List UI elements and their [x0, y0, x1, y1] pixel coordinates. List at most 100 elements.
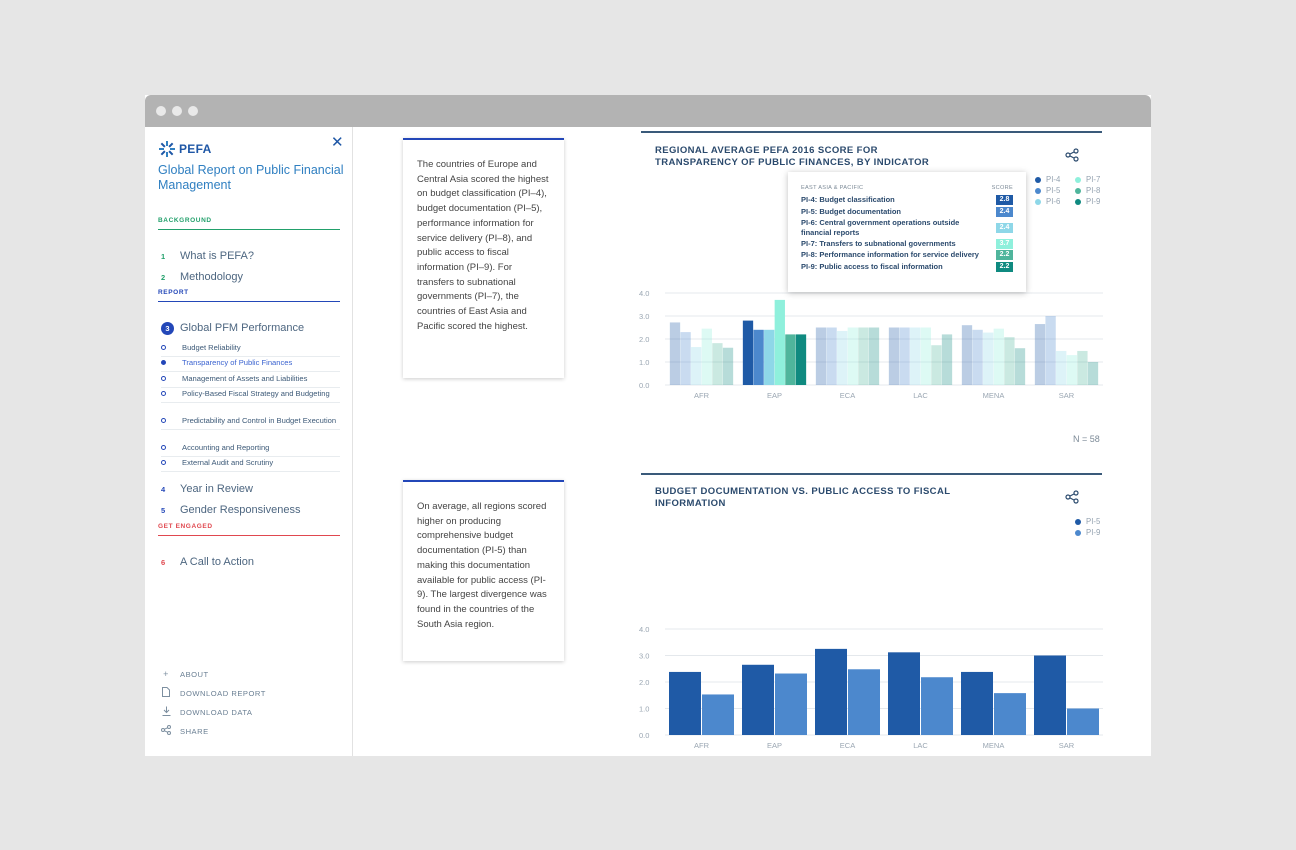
- chart-bar: [1045, 316, 1056, 385]
- legend-dot-icon: [1075, 176, 1081, 183]
- chart-bar: [702, 694, 734, 735]
- y-tick-label: 0.0: [639, 381, 649, 390]
- share-link[interactable]: SHARE: [161, 725, 209, 737]
- legend-item[interactable]: PI-6: [1035, 197, 1060, 206]
- nav-label: What is PEFA?: [180, 250, 254, 262]
- chart-bar: [941, 334, 953, 385]
- subnav-item-transparency[interactable]: Transparency of Public Finances: [161, 358, 340, 372]
- chart-2-share-icon[interactable]: [1065, 490, 1079, 504]
- x-tick-label: LAC: [913, 741, 928, 750]
- x-tick-label: EAP: [767, 391, 782, 400]
- chart-bar: [961, 325, 973, 385]
- chart-bar: [1014, 348, 1026, 385]
- chart-bar: [858, 327, 869, 385]
- legend-item[interactable]: PI-5: [1035, 186, 1060, 195]
- chart-bar: [722, 347, 734, 385]
- tooltip-row-score: 2.2: [996, 261, 1013, 272]
- pefa-logo[interactable]: PEFA: [159, 141, 212, 157]
- chart-bar: [753, 329, 764, 385]
- footer-label: DOWNLOAD REPORT: [180, 688, 266, 698]
- tooltip-row-score: 2.4: [996, 206, 1013, 217]
- legend-item[interactable]: PI-7: [1075, 175, 1100, 184]
- nav-item-what-is-pefa[interactable]: 1 What is PEFA?: [161, 248, 341, 264]
- logo-text: PEFA: [179, 142, 212, 156]
- chart-bar: [1034, 655, 1066, 735]
- nav-label: Gender Responsiveness: [180, 504, 301, 516]
- y-tick-label: 2.0: [639, 335, 649, 344]
- download-report-link[interactable]: DOWNLOAD REPORT: [161, 687, 266, 699]
- subnav-item-assets-liabilities[interactable]: Management of Assets and Liabilities: [161, 374, 340, 388]
- nav-item-call-to-action[interactable]: 6 A Call to Action: [161, 554, 341, 570]
- nav-item-global-pfm-performance[interactable]: 3 Global PFM Performance: [161, 320, 341, 336]
- report-title: Global Report on Public Financial Manage…: [158, 163, 344, 192]
- subnav-label: Predictability and Control in Budget Exe…: [182, 416, 337, 425]
- legend-item[interactable]: PI-5: [1075, 517, 1100, 526]
- chart-1-share-icon[interactable]: [1065, 148, 1079, 162]
- window-dot-icon[interactable]: [172, 106, 182, 116]
- x-tick-label: AFR: [694, 391, 710, 400]
- nav-label: A Call to Action: [180, 556, 254, 568]
- subnav-item-budget-execution[interactable]: Predictability and Control in Budget Exe…: [161, 416, 340, 430]
- bullet-icon: [161, 418, 166, 423]
- subnav-item-fiscal-strategy[interactable]: Policy-Based Fiscal Strategy and Budgeti…: [161, 389, 340, 403]
- nav-item-gender-responsiveness[interactable]: 5 Gender Responsiveness: [161, 502, 341, 518]
- chart-1-title: REGIONAL AVERAGE PEFA 2016 SCORE FOR TRA…: [655, 145, 930, 168]
- subnav-label: Management of Assets and Liabilities: [182, 374, 308, 383]
- tooltip-row-score: 2.8: [996, 195, 1013, 205]
- chart-bar: [669, 671, 701, 735]
- section-label-background: BACKGROUND: [158, 217, 340, 230]
- tooltip-row: PI-4: Budget classification 2.8: [801, 195, 1013, 205]
- chart-bar: [1067, 708, 1099, 735]
- legend-label: PI-5: [1086, 517, 1101, 526]
- legend-item[interactable]: PI-8: [1075, 186, 1100, 195]
- tooltip-row-score: 3.7: [996, 238, 1013, 249]
- chart-bar: [742, 320, 754, 385]
- bullet-icon: [161, 445, 166, 450]
- legend-label: PI-6: [1046, 197, 1061, 206]
- nav-number: 4: [161, 484, 166, 494]
- chart-bar: [994, 693, 1026, 735]
- subnav-label: Policy-Based Fiscal Strategy and Budgeti…: [182, 389, 330, 398]
- score-tooltip: EAST ASIA & PACIFIC SCORE PI-4: Budget c…: [788, 172, 1026, 292]
- download-data-link[interactable]: DOWNLOAD DATA: [161, 706, 252, 718]
- x-tick-label: MENA: [983, 741, 1005, 750]
- legend-label: PI-9: [1086, 197, 1101, 206]
- legend-label: PI-8: [1086, 186, 1101, 195]
- nav-item-year-in-review[interactable]: 4 Year in Review: [161, 481, 341, 497]
- legend-item[interactable]: PI-9: [1075, 197, 1100, 206]
- close-icon[interactable]: ✕: [331, 134, 344, 151]
- footer-label: SHARE: [180, 726, 209, 736]
- chart-bar: [920, 327, 931, 385]
- chart-bar: [1034, 324, 1046, 385]
- subnav-item-budget-reliability[interactable]: Budget Reliability: [161, 343, 340, 357]
- chart-bar: [701, 328, 712, 385]
- footer-label: ABOUT: [180, 669, 209, 679]
- chart-bar: [680, 332, 691, 385]
- legend-item[interactable]: PI-9: [1075, 528, 1100, 537]
- y-tick-label: 4.0: [639, 625, 649, 634]
- pefa-logo-icon: [159, 141, 175, 157]
- legend-label: PI-5: [1046, 186, 1061, 195]
- subnav-item-external-audit[interactable]: External Audit and Scrutiny: [161, 458, 340, 472]
- legend-dot-icon: [1075, 187, 1081, 194]
- tooltip-row-label: PI-5: Budget documentation: [801, 206, 901, 216]
- chart-bar: [775, 673, 807, 735]
- bullet-icon: [161, 460, 166, 465]
- nav-number-active: 3: [161, 321, 174, 335]
- chart-bar: [993, 328, 1004, 385]
- window-dot-icon[interactable]: [156, 106, 166, 116]
- bullet-icon: [161, 391, 166, 396]
- subnav-item-accounting[interactable]: Accounting and Reporting: [161, 443, 340, 457]
- nav-label: Global PFM Performance: [180, 322, 305, 334]
- legend-label: PI-7: [1086, 175, 1101, 184]
- tooltip-row: PI-6: Central government operations outs…: [801, 218, 1013, 237]
- bullet-filled-icon: [161, 360, 166, 365]
- legend-item[interactable]: PI-4: [1035, 175, 1060, 184]
- nav-item-methodology[interactable]: 2 Methodology: [161, 269, 341, 285]
- window-dot-icon[interactable]: [188, 106, 198, 116]
- y-tick-label: 1.0: [639, 705, 649, 714]
- nav-label: Methodology: [180, 271, 243, 283]
- legend-dot-icon: [1075, 518, 1081, 525]
- legend-dot-icon: [1035, 198, 1041, 205]
- about-link[interactable]: + ABOUT: [161, 668, 209, 680]
